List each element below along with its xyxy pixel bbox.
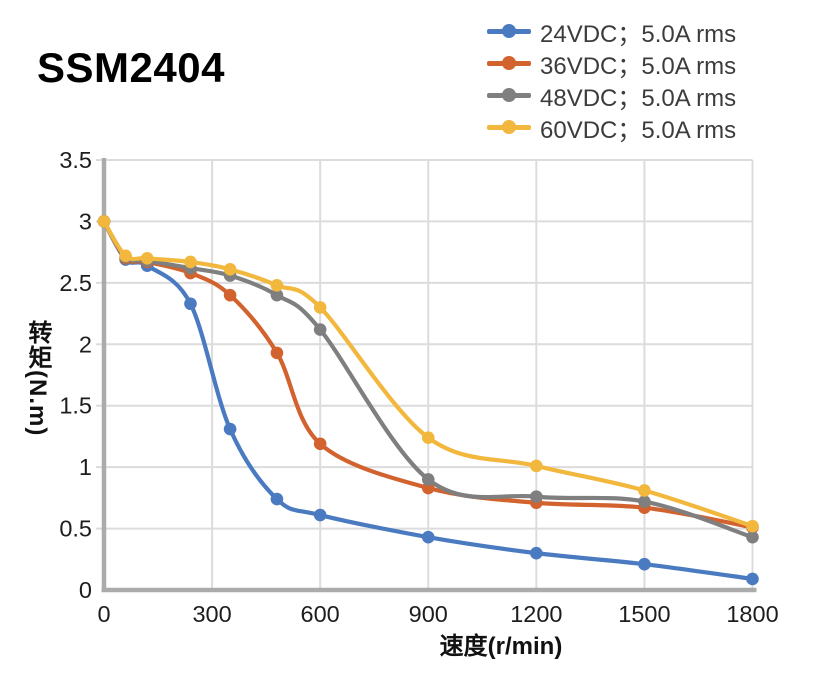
series-point-1-350 [223,288,237,302]
series-point-2-1500 [638,495,651,508]
series-point-2-1200 [530,490,543,503]
series-point-3-120 [140,251,154,265]
x-tick-label-600: 600 [301,601,340,627]
series-point-3-0 [97,215,111,228]
y-tick-label-2.5: 2.5 [59,270,92,296]
x-tick-label-1800: 1800 [726,601,778,627]
series-point-3-600 [313,301,327,314]
legend-label-48vdc: 48VDC；5.0A rms [540,84,737,112]
legend-marker-60vdc [487,120,531,134]
legend-marker-48vdc [487,88,531,102]
series-point-1-600 [313,437,327,451]
y-tick-label-2: 2 [79,331,92,357]
series-point-3-1800 [746,519,759,533]
chart-title: SSM2404 [37,44,225,91]
y-tick-label-1.5: 1.5 [59,393,92,419]
legend-item-24vdc: 24VDC；5.0A rms [487,15,737,48]
series-point-3-350 [223,263,237,276]
series-point-0-350 [223,422,237,436]
x-axis-title: 速度(r/min) [439,633,563,660]
series-point-3-240 [184,255,197,269]
legend-label-60vdc: 60VDC；5.0A rms [540,116,737,144]
series-point-0-600 [313,508,327,522]
x-tick-label-300: 300 [192,601,231,627]
series-point-2-900 [421,473,435,486]
series-point-3-480 [270,279,284,292]
series-point-0-480 [270,492,284,506]
x-tick-label-1200: 1200 [510,601,562,627]
series-point-3-60 [119,249,132,263]
y-tick-label-0: 0 [79,577,92,603]
y-tick-label-3.5: 3.5 [59,147,92,173]
series-point-3-1500 [638,484,651,497]
x-tick-label-900: 900 [409,601,448,627]
series-point-2-600 [313,323,327,336]
y-tick-label-1: 1 [79,454,92,480]
legend-dot-icon [502,120,516,134]
legend-dot-icon [502,24,516,38]
x-tick-label-0: 0 [97,601,110,627]
legend-label-36vdc: 36VDC；5.0A rms [540,52,737,80]
legend: 24VDC；5.0A rms 36VDC；5.0A rms 48VDC；5.0A… [487,15,737,144]
series-point-3-900 [421,431,435,444]
y-axis-title: 转矩(N.m) [24,320,51,437]
legend-item-60vdc: 60VDC；5.0A rms [487,111,737,144]
y-tick-label-0.5: 0.5 [59,516,92,542]
series-point-0-900 [421,530,435,544]
x-tick-label-1500: 1500 [618,601,670,627]
series-point-0-1500 [638,557,651,571]
legend-item-36vdc: 36VDC；5.0A rms [487,47,737,80]
series-point-1-480 [270,346,284,360]
series-point-2-1800 [746,530,759,544]
legend-label-24vdc: 24VDC；5.0A rms [540,20,737,48]
series-point-3-1200 [530,459,543,473]
legend-item-48vdc: 48VDC；5.0A rms [487,79,737,112]
series-point-0-1800 [746,572,759,586]
legend-dot-icon [502,56,516,70]
legend-marker-24vdc [487,24,531,38]
y-tick-label-3: 3 [79,208,92,234]
series-point-2-480 [270,288,284,302]
series-point-0-1200 [530,546,543,560]
legend-dot-icon [502,88,516,102]
legend-marker-36vdc [487,56,531,70]
series-point-0-240 [184,297,197,311]
